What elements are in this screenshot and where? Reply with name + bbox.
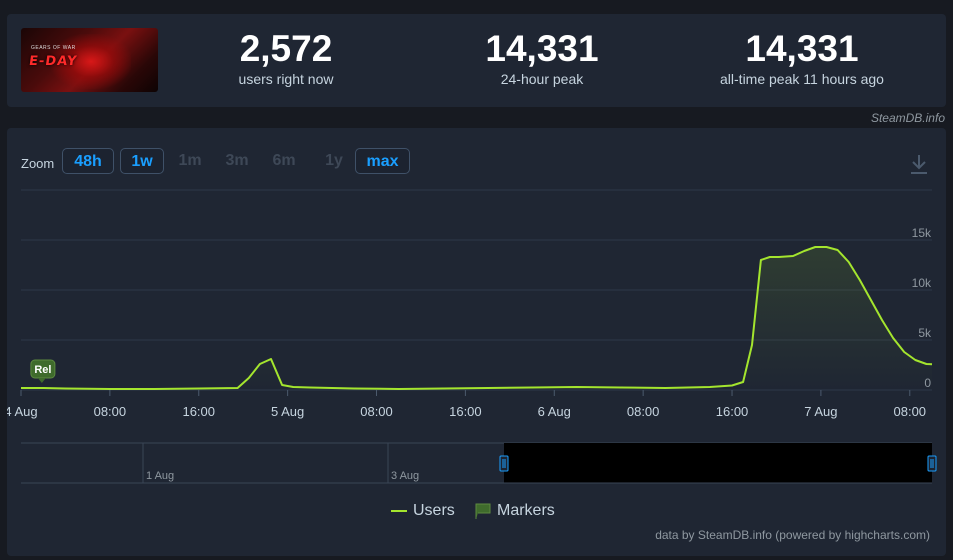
y-tick-label-2: 10k xyxy=(912,276,932,290)
game-thumbnail[interactable]: GEARS OF WAR E-DAY xyxy=(21,28,158,92)
legend-users[interactable]: Users xyxy=(391,502,455,520)
flag-icon xyxy=(475,503,491,519)
users-area xyxy=(21,247,932,390)
stat-24h-peak: 14,331 24-hour peak xyxy=(447,28,637,88)
y-tick-label-3: 15k xyxy=(912,226,932,240)
chart-panel: Zoom 48h 1w 1m 3m 6m 1y max Rel 4 Aug 08:… xyxy=(7,128,946,556)
zoom-label: Zoom xyxy=(21,156,55,171)
x-tick-label-7: 08:00 xyxy=(627,404,660,419)
release-marker-label: Rel xyxy=(34,364,51,376)
x-tick-label-5: 16:00 xyxy=(449,404,482,419)
navigator-right-handle[interactable] xyxy=(927,455,937,472)
users-series-line[interactable] xyxy=(21,246,933,390)
release-marker[interactable]: Rel xyxy=(30,359,56,383)
x-tick-label-1: 08:00 xyxy=(94,404,127,419)
stat-current-users: 2,572 users right now xyxy=(191,28,381,88)
x-tick-label-2: 16:00 xyxy=(182,404,215,419)
game-small-logo-text: GEARS OF WAR xyxy=(31,45,76,51)
navigator-handle-body xyxy=(499,455,509,472)
x-tick-label-9: 7 Aug xyxy=(804,404,837,419)
navigator-handle-body xyxy=(927,455,937,472)
y-tick-label-1: 5k xyxy=(918,326,932,340)
peak-24h-value: 14,331 xyxy=(485,28,599,69)
x-tick-label-0: 4 Aug xyxy=(7,404,38,419)
stat-all-time-peak: 14,331 all-time peak 11 hours ago xyxy=(697,28,907,88)
legend-users-swatch xyxy=(391,509,407,512)
download-icon[interactable] xyxy=(908,152,930,176)
player-count-chart: Rel 4 Aug 08:00 16:00 5 Aug 08:00 16:00 6 Aug 0… xyxy=(7,189,937,484)
release-marker-pointer xyxy=(37,378,46,383)
zoom-48h-button[interactable]: 48h xyxy=(62,148,114,174)
x-tick-label-4: 08:00 xyxy=(360,404,393,419)
zoom-6m-button[interactable]: 6m xyxy=(272,152,296,169)
current-users-value: 2,572 xyxy=(239,28,333,69)
current-users-label: users right now xyxy=(238,71,334,87)
steamdb-credit-top[interactable]: SteamDB.info xyxy=(870,111,945,125)
all-time-peak-value: 14,331 xyxy=(745,28,859,69)
navigator-left-handle[interactable] xyxy=(499,455,509,472)
y-tick-label-0: 0 xyxy=(924,376,931,390)
all-time-peak-label: all-time peak 11 hours ago xyxy=(720,71,884,87)
legend-users-label: Users xyxy=(413,502,455,519)
zoom-1m-button[interactable]: 1m xyxy=(178,152,202,169)
navigator-selected-range[interactable] xyxy=(504,443,932,483)
stats-panel: GEARS OF WAR E-DAY 2,572 users right now… xyxy=(7,14,946,107)
zoom-3m-button[interactable]: 3m xyxy=(225,152,249,169)
zoom-max-button[interactable]: max xyxy=(355,148,410,174)
legend-markers-label: Markers xyxy=(497,502,555,520)
legend-markers[interactable]: Markers xyxy=(474,502,555,520)
thumbnail-glow xyxy=(51,34,131,89)
navigator-label-0: 1 Aug xyxy=(146,470,174,482)
zoom-1y-button[interactable]: 1y xyxy=(325,152,343,169)
x-tick-label-3: 5 Aug xyxy=(271,404,304,419)
x-tick-label-10: 08:00 xyxy=(894,404,927,419)
navigator-label-1: 3 Aug xyxy=(391,470,419,482)
game-logo-text: E-DAY xyxy=(27,54,79,69)
highcharts-credit[interactable]: data by SteamDB.info (powered by highcha… xyxy=(655,528,930,542)
peak-24h-label: 24-hour peak xyxy=(500,71,584,87)
zoom-1w-button[interactable]: 1w xyxy=(120,148,164,174)
x-tick-label-8: 16:00 xyxy=(716,404,749,419)
x-tick-label-6: 6 Aug xyxy=(538,404,571,419)
